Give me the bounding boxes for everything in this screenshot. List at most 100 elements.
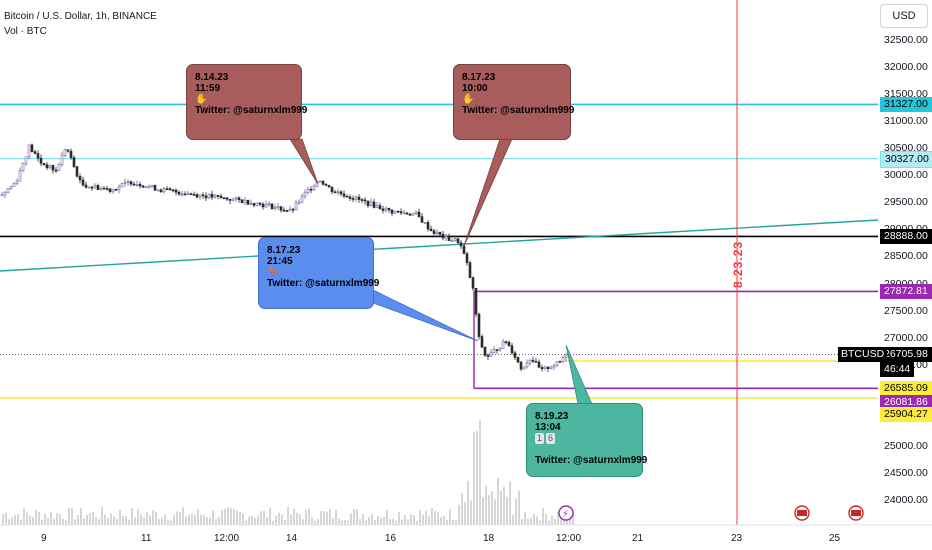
candle-body [234, 197, 238, 200]
callout-date: 8.17.23 [462, 72, 496, 83]
candle-body [327, 185, 331, 188]
volume-bar [134, 517, 136, 525]
candle-body [201, 194, 205, 197]
volume-bar [422, 514, 424, 525]
candle-body [72, 157, 76, 167]
candle-body [3, 192, 7, 196]
volume-bar [323, 511, 325, 525]
time-tick-label: 23 [731, 533, 743, 544]
candle-body [474, 287, 478, 315]
callout-pointer [463, 138, 513, 247]
volume-bar [428, 516, 430, 525]
callout-box-3[interactable]: 8.17.23 21:45 🦘 Twitter: @saturnxlm999 [258, 237, 380, 309]
currency-button[interactable]: USD [880, 4, 928, 28]
volume-bar [248, 516, 250, 525]
candle-body [159, 189, 163, 193]
candle-body [63, 149, 67, 156]
candle-body [423, 222, 427, 224]
volume-bar [281, 514, 283, 525]
volume-bar [494, 499, 496, 525]
time-tick-label: 21 [632, 533, 644, 544]
volume-bar [215, 519, 217, 525]
candle-body [498, 348, 502, 351]
volume-bar [224, 508, 226, 525]
callout-pointer [289, 138, 319, 185]
callout-twitter: Twitter: @saturnxlm999 [267, 278, 380, 289]
candle-body [465, 253, 469, 263]
candle-body [102, 187, 106, 190]
callout-date: 8.17.23 [267, 245, 301, 256]
candle-body [345, 195, 349, 198]
volume-bar [17, 513, 19, 525]
candle-body [258, 202, 262, 205]
callout-box-1[interactable]: 8.14.23 11:59 ✋ Twitter: @saturnxlm999 [186, 64, 308, 140]
candle-body [180, 193, 184, 196]
price-tick-label: 27000.00 [884, 331, 928, 344]
volume-bar [77, 514, 79, 525]
candle-body [261, 203, 265, 208]
candle-body [480, 336, 484, 348]
candle-body [564, 354, 568, 359]
volume-bar [182, 507, 184, 525]
candle-body [213, 195, 217, 198]
candle-body [267, 203, 271, 206]
candle-body [114, 188, 118, 191]
volume-bar [434, 510, 436, 525]
candle-body [99, 187, 103, 190]
candle-body [525, 362, 529, 368]
candle-body [216, 195, 220, 197]
candle-body [399, 211, 403, 214]
volume-bar [329, 508, 331, 525]
candle-body [165, 188, 169, 190]
price-tick-label: 32000.00 [884, 61, 928, 74]
candle-body [318, 180, 322, 183]
volume-bar [536, 516, 538, 525]
volume-bar [296, 512, 298, 525]
callout-date: 8.14.23 [195, 72, 229, 83]
candle-body [303, 191, 307, 197]
volume-bar [374, 520, 376, 525]
candle-body [270, 203, 274, 209]
volume-bar [80, 507, 82, 525]
volume-bar [197, 509, 199, 525]
candle-body [426, 222, 430, 230]
candle-body [45, 164, 49, 169]
callout-box-2[interactable]: 8.17.23 10:00 ✋ Twitter: @saturnxlm999 [453, 64, 574, 140]
volume-bar [32, 517, 34, 525]
volume-bar [395, 520, 397, 525]
candle-body [42, 163, 46, 166]
candle-body [186, 193, 190, 196]
callout-twitter: Twitter: @saturnxlm999 [195, 105, 308, 116]
volume-bar [149, 515, 151, 525]
volume-bar [413, 515, 415, 525]
candle-body [522, 366, 526, 370]
candle-body [366, 200, 370, 206]
candle-body [174, 189, 178, 193]
callout-time: 11:59 [195, 83, 221, 94]
volume-bar [464, 501, 466, 525]
volume-bar [245, 520, 247, 525]
candle-body [252, 203, 256, 206]
candle-body [21, 162, 25, 171]
volume-bar [5, 513, 7, 525]
candle-body [225, 197, 229, 200]
volume-bar [254, 517, 256, 525]
trend-line [0, 219, 879, 272]
volume-bar [362, 514, 364, 525]
volume-bar [314, 520, 316, 525]
candle-body [81, 179, 85, 186]
volume-bar [527, 518, 529, 525]
volume-bar [218, 517, 220, 525]
volume-bar [260, 511, 262, 525]
candle-body [513, 352, 517, 358]
volume-bar [476, 431, 478, 525]
volume-bar [191, 514, 193, 525]
candle-body [393, 210, 397, 214]
volume-bar [41, 519, 43, 525]
candle-body [390, 209, 394, 214]
callout-pointer [364, 289, 479, 342]
candle-body [222, 197, 226, 199]
volume-bar [2, 514, 4, 525]
